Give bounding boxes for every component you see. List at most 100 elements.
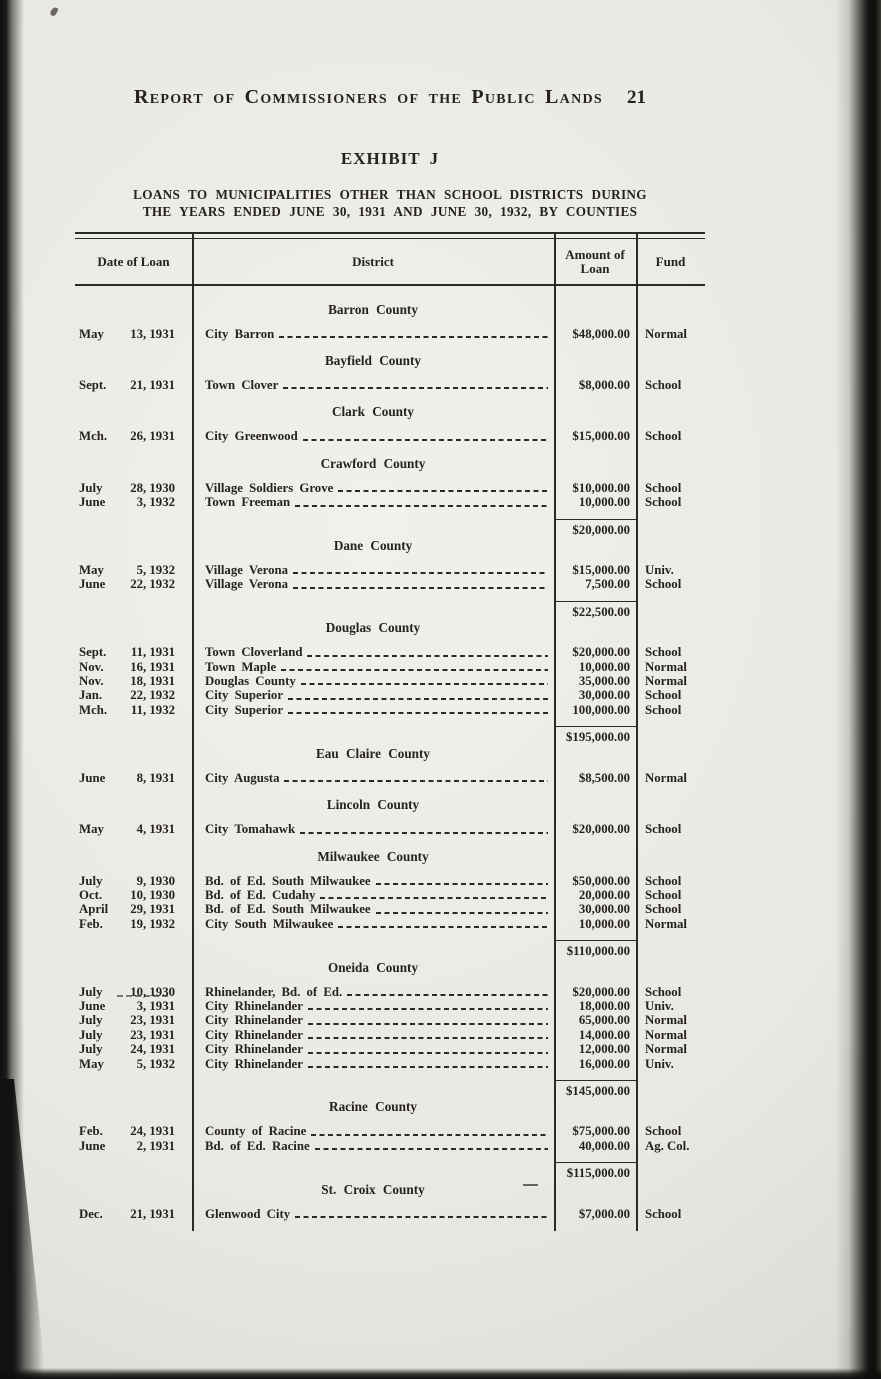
loan-amount: $20,000.00 (572, 984, 630, 999)
loan-date: July 23, 1931 (75, 1013, 192, 1027)
leader-dashes (338, 490, 548, 493)
leader-dashes (293, 586, 548, 589)
county-heading-label: Eau Claire County (315, 745, 430, 761)
county-subtotal-amount: $115,000.00 (554, 1162, 636, 1180)
loan-date: Sept. 11, 1931 (75, 645, 192, 659)
loan-amount: 40,000.00 (578, 1138, 630, 1153)
table-caption: LOANS TO MUNICIPALITIES OTHER THAN SCHOO… (75, 187, 705, 220)
loan-amount: 35,000.00 (578, 674, 630, 689)
loan-row: July 23, 1931 City Rhinelander 14,000.00 Nor… (75, 1028, 705, 1042)
leader-dashes (300, 683, 548, 686)
table-header-rule (75, 284, 705, 286)
loan-date-month: June (79, 998, 106, 1013)
table-caption-line2: THE YEARS ENDED JUNE 30, 1931 AND JUNE 3… (142, 203, 638, 219)
loan-fund: School (645, 822, 682, 837)
county-heading-label: Douglas County (325, 620, 421, 636)
loan-district-name: County of Racine (205, 1124, 307, 1139)
loan-date-day-year: 10, 1930 (130, 887, 175, 902)
loan-amount: 65,000.00 (578, 1013, 630, 1028)
loan-amount: $7,000.00 (578, 1206, 630, 1221)
loan-amount: 10,000.00 (578, 916, 630, 931)
scan-artifact (117, 995, 169, 997)
loan-fund: Normal (645, 326, 687, 341)
loan-row: Mch. 11, 1932 City Superior 100,000.00 Schoo… (75, 703, 705, 717)
county-subtotal-row: $110,000.00 (75, 940, 705, 958)
page-number: 21 (627, 87, 646, 108)
loan-date: Sept. 21, 1931 (75, 378, 192, 392)
loan-fund: School (645, 495, 682, 510)
loan-date-month: June (79, 577, 106, 592)
county-heading-row: St. Croix County (75, 1182, 705, 1197)
exhibit-title: EXHIBIT J (340, 149, 440, 168)
loan-date: July 28, 1930 (75, 481, 192, 495)
loan-amount: 12,000.00 (578, 1042, 630, 1057)
loan-date: June 2, 1931 (75, 1139, 192, 1153)
loan-row: May 4, 1931 City Tomahawk $20,000.00 School (75, 822, 705, 836)
county-heading-label: Milwaukee County (317, 848, 429, 864)
loan-date-day-year: 5, 1932 (136, 563, 175, 578)
loan-date: Oct. 10, 1930 (75, 888, 192, 902)
loan-date-day-year: 29, 1931 (130, 902, 175, 917)
table-caption-line1: LOANS TO MUNICIPALITIES OTHER THAN SCHOO… (133, 187, 647, 202)
column-divider (192, 232, 194, 1231)
loan-date: Mch. 26, 1931 (75, 429, 192, 443)
loan-amount: $10,000.00 (572, 480, 630, 495)
loan-amount: $20,000.00 (572, 822, 630, 837)
county-heading-label: Oneida County (327, 959, 419, 975)
scan-artifact (49, 6, 59, 17)
county-heading-label: Barron County (328, 301, 418, 317)
county-heading-label: Racine County (329, 1099, 417, 1115)
county-subtotal-row: $195,000.00 (75, 726, 705, 744)
loan-district-name: Bd. of Ed. Cudahy (205, 887, 316, 902)
loan-date-day-year: 11, 1931 (130, 645, 175, 660)
loan-row: Nov. 16, 1931 Town Maple 10,000.00 Normal (75, 660, 705, 674)
loan-amount: $75,000.00 (572, 1124, 630, 1139)
leader-dashes (283, 387, 548, 390)
loan-fund: Normal (645, 770, 687, 785)
loan-date: Jan. 22, 1932 (75, 688, 192, 702)
loan-date-month: May (79, 822, 104, 837)
loan-date-month: Sept. (79, 378, 107, 392)
page-content: Report of Commissioners of the Public La… (75, 0, 705, 1231)
loan-district: City South Milwaukee (192, 917, 554, 931)
loan-district-name: Town Cloverland (205, 645, 303, 660)
loan-date: Nov. 16, 1931 (75, 660, 192, 674)
leader-dashes (311, 1133, 548, 1136)
county-heading-row: Douglas County (75, 620, 705, 635)
loan-amount: 30,000.00 (578, 902, 630, 917)
loan-date-month: Jan. (79, 688, 103, 703)
loan-district-name: Bd. of Ed. Racine (205, 1138, 310, 1153)
loan-fund: School (645, 984, 682, 999)
loan-row: June 3, 1932 Town Freeman 10,000.00 School (75, 495, 705, 509)
county-subtotal-row: $145,000.00 (75, 1079, 705, 1098)
loan-date: Nov. 18, 1931 (75, 674, 192, 688)
loan-amount: $15,000.00 (572, 429, 630, 444)
loan-district: County of Racine (192, 1124, 554, 1138)
loan-amount: 14,000.00 (578, 1027, 630, 1042)
leader-dashes (295, 504, 548, 507)
loan-date-day-year: 4, 1931 (136, 822, 175, 837)
county-subtotal-row: $20,000.00 (75, 518, 705, 537)
loan-district-name: Village Soldiers Grove (205, 480, 334, 495)
county-heading-label: Crawford County (320, 455, 426, 471)
county-heading-row: Crawford County (75, 456, 705, 471)
column-divider (636, 232, 638, 1231)
loan-district: Village Soldiers Grove (192, 481, 554, 495)
loan-date-day-year: 24, 1931 (130, 1124, 175, 1139)
loan-district: Village Verona (192, 577, 554, 591)
loan-fund: School (645, 645, 682, 660)
county-heading-row: Bayfield County (75, 353, 705, 368)
loan-district: Town Freeman (192, 495, 554, 509)
loan-district: City Augusta (192, 771, 554, 785)
loan-fund: Normal (645, 674, 687, 689)
loan-date-day-year: 23, 1931 (130, 1013, 175, 1028)
leader-dashes (288, 697, 548, 700)
loan-fund: School (645, 688, 682, 703)
loan-date: June 3, 1931 (75, 999, 192, 1013)
loan-district: City Superior (192, 703, 554, 717)
loan-date: June 8, 1931 (75, 771, 192, 785)
loan-date-day-year: 2, 1931 (136, 1138, 175, 1153)
loan-date-month: July (79, 873, 103, 888)
loan-date: Feb. 19, 1932 (75, 917, 192, 931)
loan-date-day-year: 19, 1932 (130, 916, 175, 931)
